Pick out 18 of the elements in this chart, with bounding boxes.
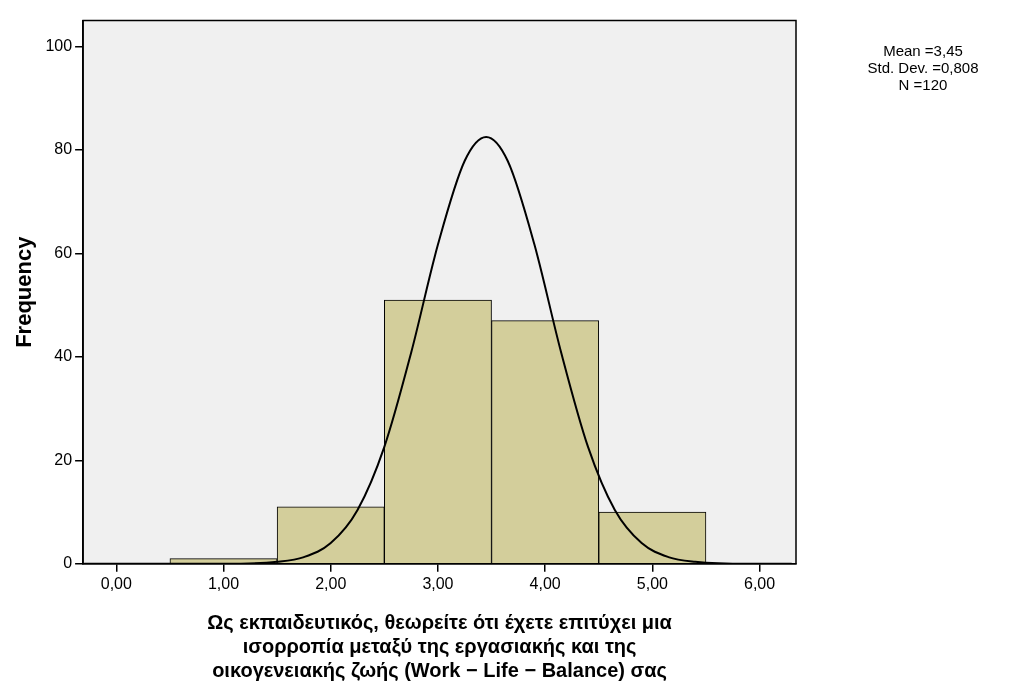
x-tick-label: 1,00 <box>207 574 240 592</box>
x-tick-label: 3,00 <box>422 574 454 592</box>
y-tick-label: 0 <box>63 554 73 572</box>
text: N =120 <box>897 76 949 93</box>
y-tick-label: 20 <box>54 450 73 468</box>
y-tick-label: 100 <box>45 36 73 54</box>
y-tick-label: 80 <box>54 140 73 158</box>
x-axis-title: Ως εκπαιδευτικός, θεωρείτε ότι έχετε επιτύχει μια ισορροπία μεταξύ της εργασιακής και της οικογενειακής ζωής (Work − Life − Balance) σας <box>207 610 673 681</box>
x-tick-label: 5,00 <box>636 574 669 592</box>
y-tick-label: 60 <box>54 243 73 261</box>
y-axis-title: Frequency <box>11 235 37 348</box>
text: Std. Dev. =0,808 <box>866 59 980 76</box>
x-tick-label: 2,00 <box>315 574 347 592</box>
x-tick-label: 0,00 <box>100 574 132 592</box>
text: Mean =3,45 <box>882 42 964 59</box>
x-tick-label: 4,00 <box>529 574 561 592</box>
y-tick-label: 40 <box>54 347 73 365</box>
x-tick-label: 6,00 <box>743 574 776 592</box>
